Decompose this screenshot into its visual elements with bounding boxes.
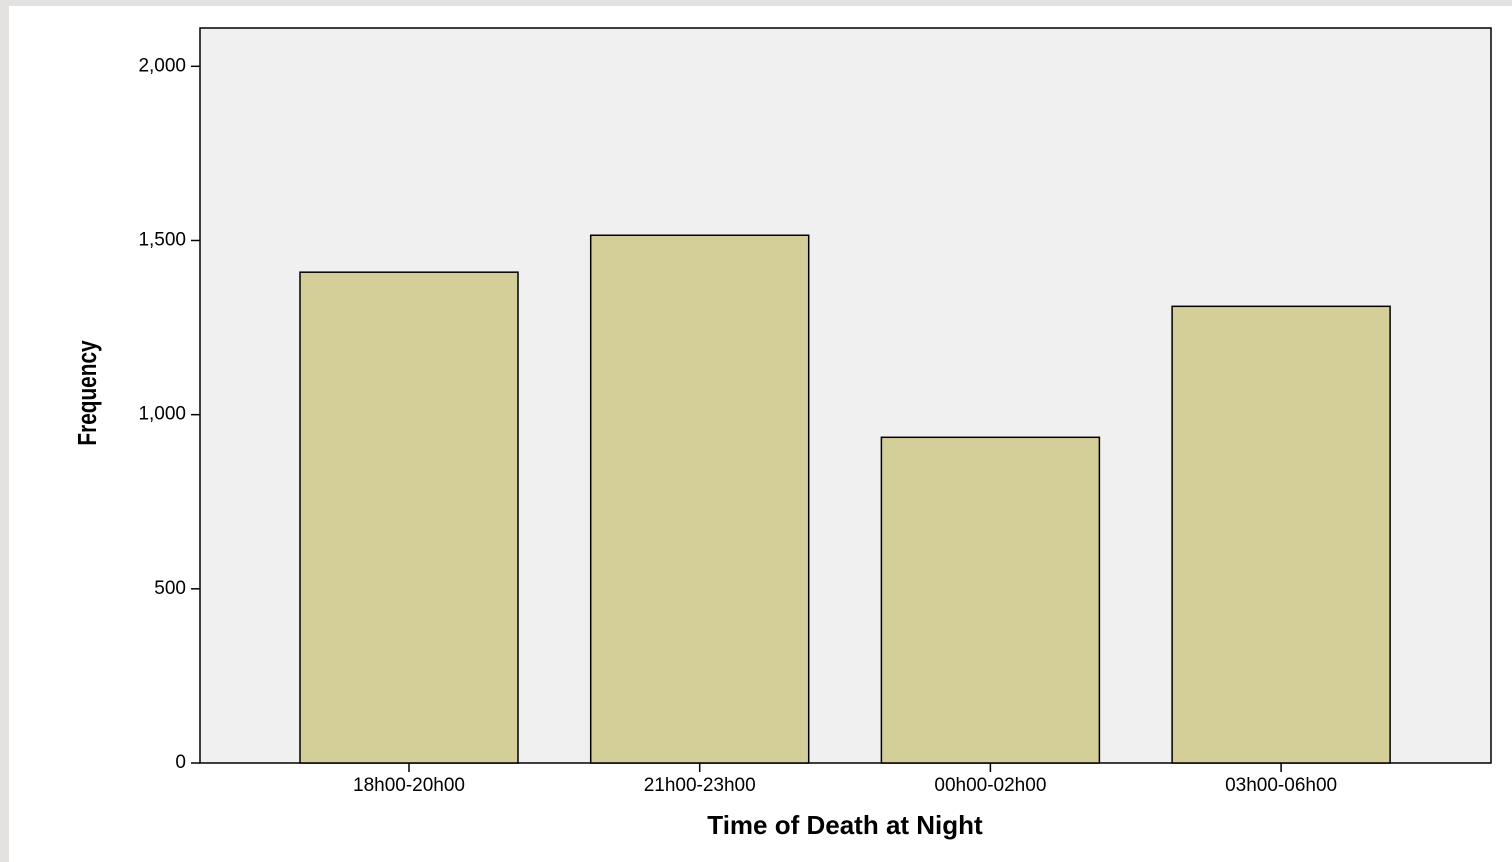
- y-tick-label: 1,500: [138, 230, 186, 251]
- y-tick-label: 2,000: [138, 55, 186, 76]
- y-tick-label: 1,000: [138, 404, 186, 425]
- y-tick-label: 500: [154, 578, 186, 599]
- x-tick-label: 00h00-02h00: [934, 775, 1046, 796]
- x-tick-label: 21h00-23h00: [644, 775, 756, 796]
- bar: [589, 234, 810, 764]
- x-tick-label: 18h00-20h00: [353, 775, 465, 796]
- y-tick-label: 0: [175, 752, 186, 773]
- bar: [880, 436, 1101, 764]
- bar: [1171, 305, 1391, 764]
- x-axis-title: Time of Death at Night: [707, 810, 983, 840]
- x-tick-label: 03h00-06h00: [1225, 775, 1337, 796]
- bar: [299, 271, 519, 764]
- y-axis-title: Frequency: [73, 340, 102, 445]
